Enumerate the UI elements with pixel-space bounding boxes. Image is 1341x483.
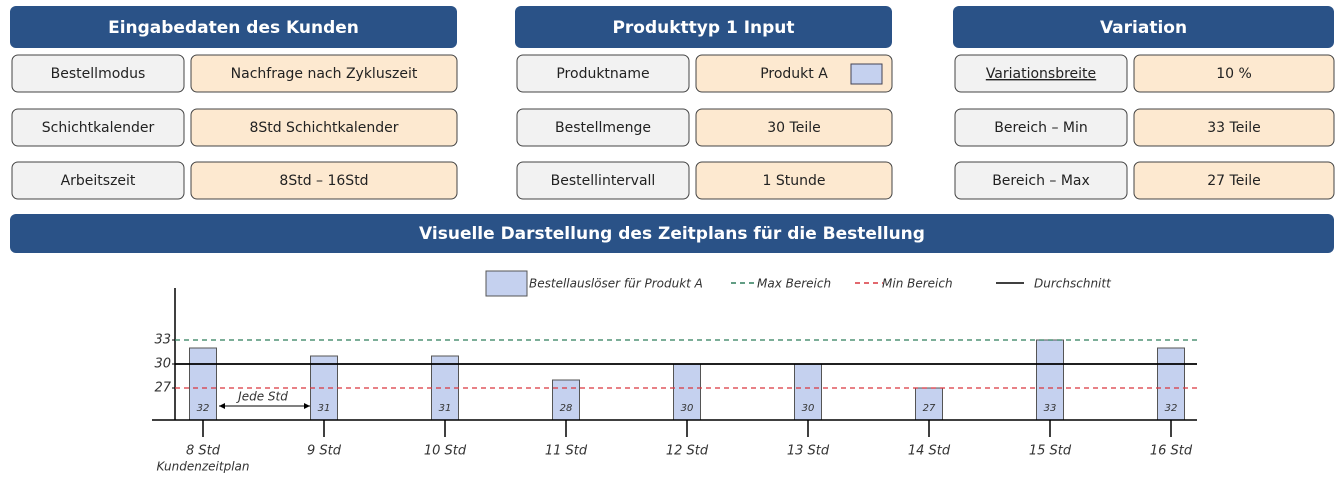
bar <box>794 363 822 421</box>
value-box <box>190 108 458 147</box>
field-value: 8Std – 16Std <box>279 173 368 189</box>
field-label: Bereich – Min <box>994 120 1087 136</box>
label-box <box>954 161 1128 200</box>
annotation: Kundenzeitplan <box>157 460 250 474</box>
annotation: Jede Std <box>236 390 288 404</box>
data-label: 31 <box>318 403 331 414</box>
field-value: Nachfrage nach Zykluszeit <box>231 66 418 82</box>
x-tick-label: 16 Std <box>1150 444 1193 459</box>
value-box <box>1133 161 1335 200</box>
label-box <box>11 108 185 147</box>
data-label: 32 <box>1165 403 1178 414</box>
data-label: 31 <box>439 403 452 414</box>
x-tick-label: 10 Std <box>424 444 467 459</box>
field-label: Bestellintervall <box>551 173 656 189</box>
panel-header <box>10 6 457 48</box>
x-tick-label: 12 Std <box>666 444 709 459</box>
label-box <box>516 161 690 200</box>
panel-title: Produkttyp 1 Input <box>612 18 794 38</box>
field-value: 27 Teile <box>1207 173 1260 189</box>
label-box <box>954 108 1128 147</box>
bar <box>673 363 701 421</box>
value-box <box>695 161 893 200</box>
x-tick-label: 8 Std <box>186 444 221 459</box>
field-label: Schichtkalender <box>42 120 155 136</box>
panel-header <box>515 6 892 48</box>
label-box <box>516 108 690 147</box>
field-label: Bereich – Max <box>992 173 1090 189</box>
field-value: 33 Teile <box>1207 120 1260 136</box>
x-tick-label: 13 Std <box>787 444 830 459</box>
legend-label: Bestellauslöser für Produkt A <box>529 277 703 291</box>
field-value: 10 % <box>1216 66 1252 82</box>
section-title: Visuelle Darstellung des Zeitplans für d… <box>419 224 925 244</box>
panel-title: Variation <box>1100 18 1187 38</box>
value-box <box>1133 108 1335 147</box>
legend-label: Max Bereich <box>757 277 831 291</box>
bar <box>552 379 580 421</box>
product-swatch <box>850 63 883 85</box>
label-box <box>516 54 690 93</box>
data-label: 28 <box>560 403 573 414</box>
field-label: Bestellmodus <box>51 66 146 82</box>
legend-label: Durchschnitt <box>1034 277 1112 291</box>
legend-label: Min Bereich <box>882 277 953 291</box>
data-label: 27 <box>923 403 936 414</box>
value-box <box>695 54 893 93</box>
y-tick-label: 27 <box>154 381 171 396</box>
x-tick-label: 9 Std <box>307 444 342 459</box>
y-tick-label: 30 <box>154 357 171 372</box>
data-label: 30 <box>802 403 815 414</box>
field-value: Produkt A <box>760 66 828 82</box>
bar <box>1157 347 1185 421</box>
x-tick-label: 15 Std <box>1029 444 1072 459</box>
data-label: 30 <box>681 403 694 414</box>
field-value: 30 Teile <box>767 120 820 136</box>
label-box <box>11 54 185 93</box>
field-label: Produktname <box>556 66 649 82</box>
data-label: 33 <box>1044 403 1057 414</box>
bar <box>189 347 217 421</box>
label-box <box>11 161 185 200</box>
value-box <box>190 54 458 93</box>
data-label: 32 <box>197 403 210 414</box>
value-box <box>695 108 893 147</box>
x-tick-label: 11 Std <box>545 444 588 459</box>
field-label: Variationsbreite <box>986 66 1096 82</box>
legend-swatch <box>485 270 528 297</box>
field-label: Bestellmenge <box>555 120 651 136</box>
field-label: Arbeitszeit <box>61 173 136 189</box>
field-value: 8Std Schichtkalender <box>249 120 398 136</box>
label-box <box>954 54 1128 93</box>
panel-title: Eingabedaten des Kunden <box>108 18 359 38</box>
y-tick-label: 33 <box>154 333 171 348</box>
field-value: 1 Stunde <box>763 173 826 189</box>
value-box <box>1133 54 1335 93</box>
value-box <box>190 161 458 200</box>
panel-header <box>953 6 1334 48</box>
section-header <box>10 214 1334 253</box>
x-tick-label: 14 Std <box>908 444 951 459</box>
